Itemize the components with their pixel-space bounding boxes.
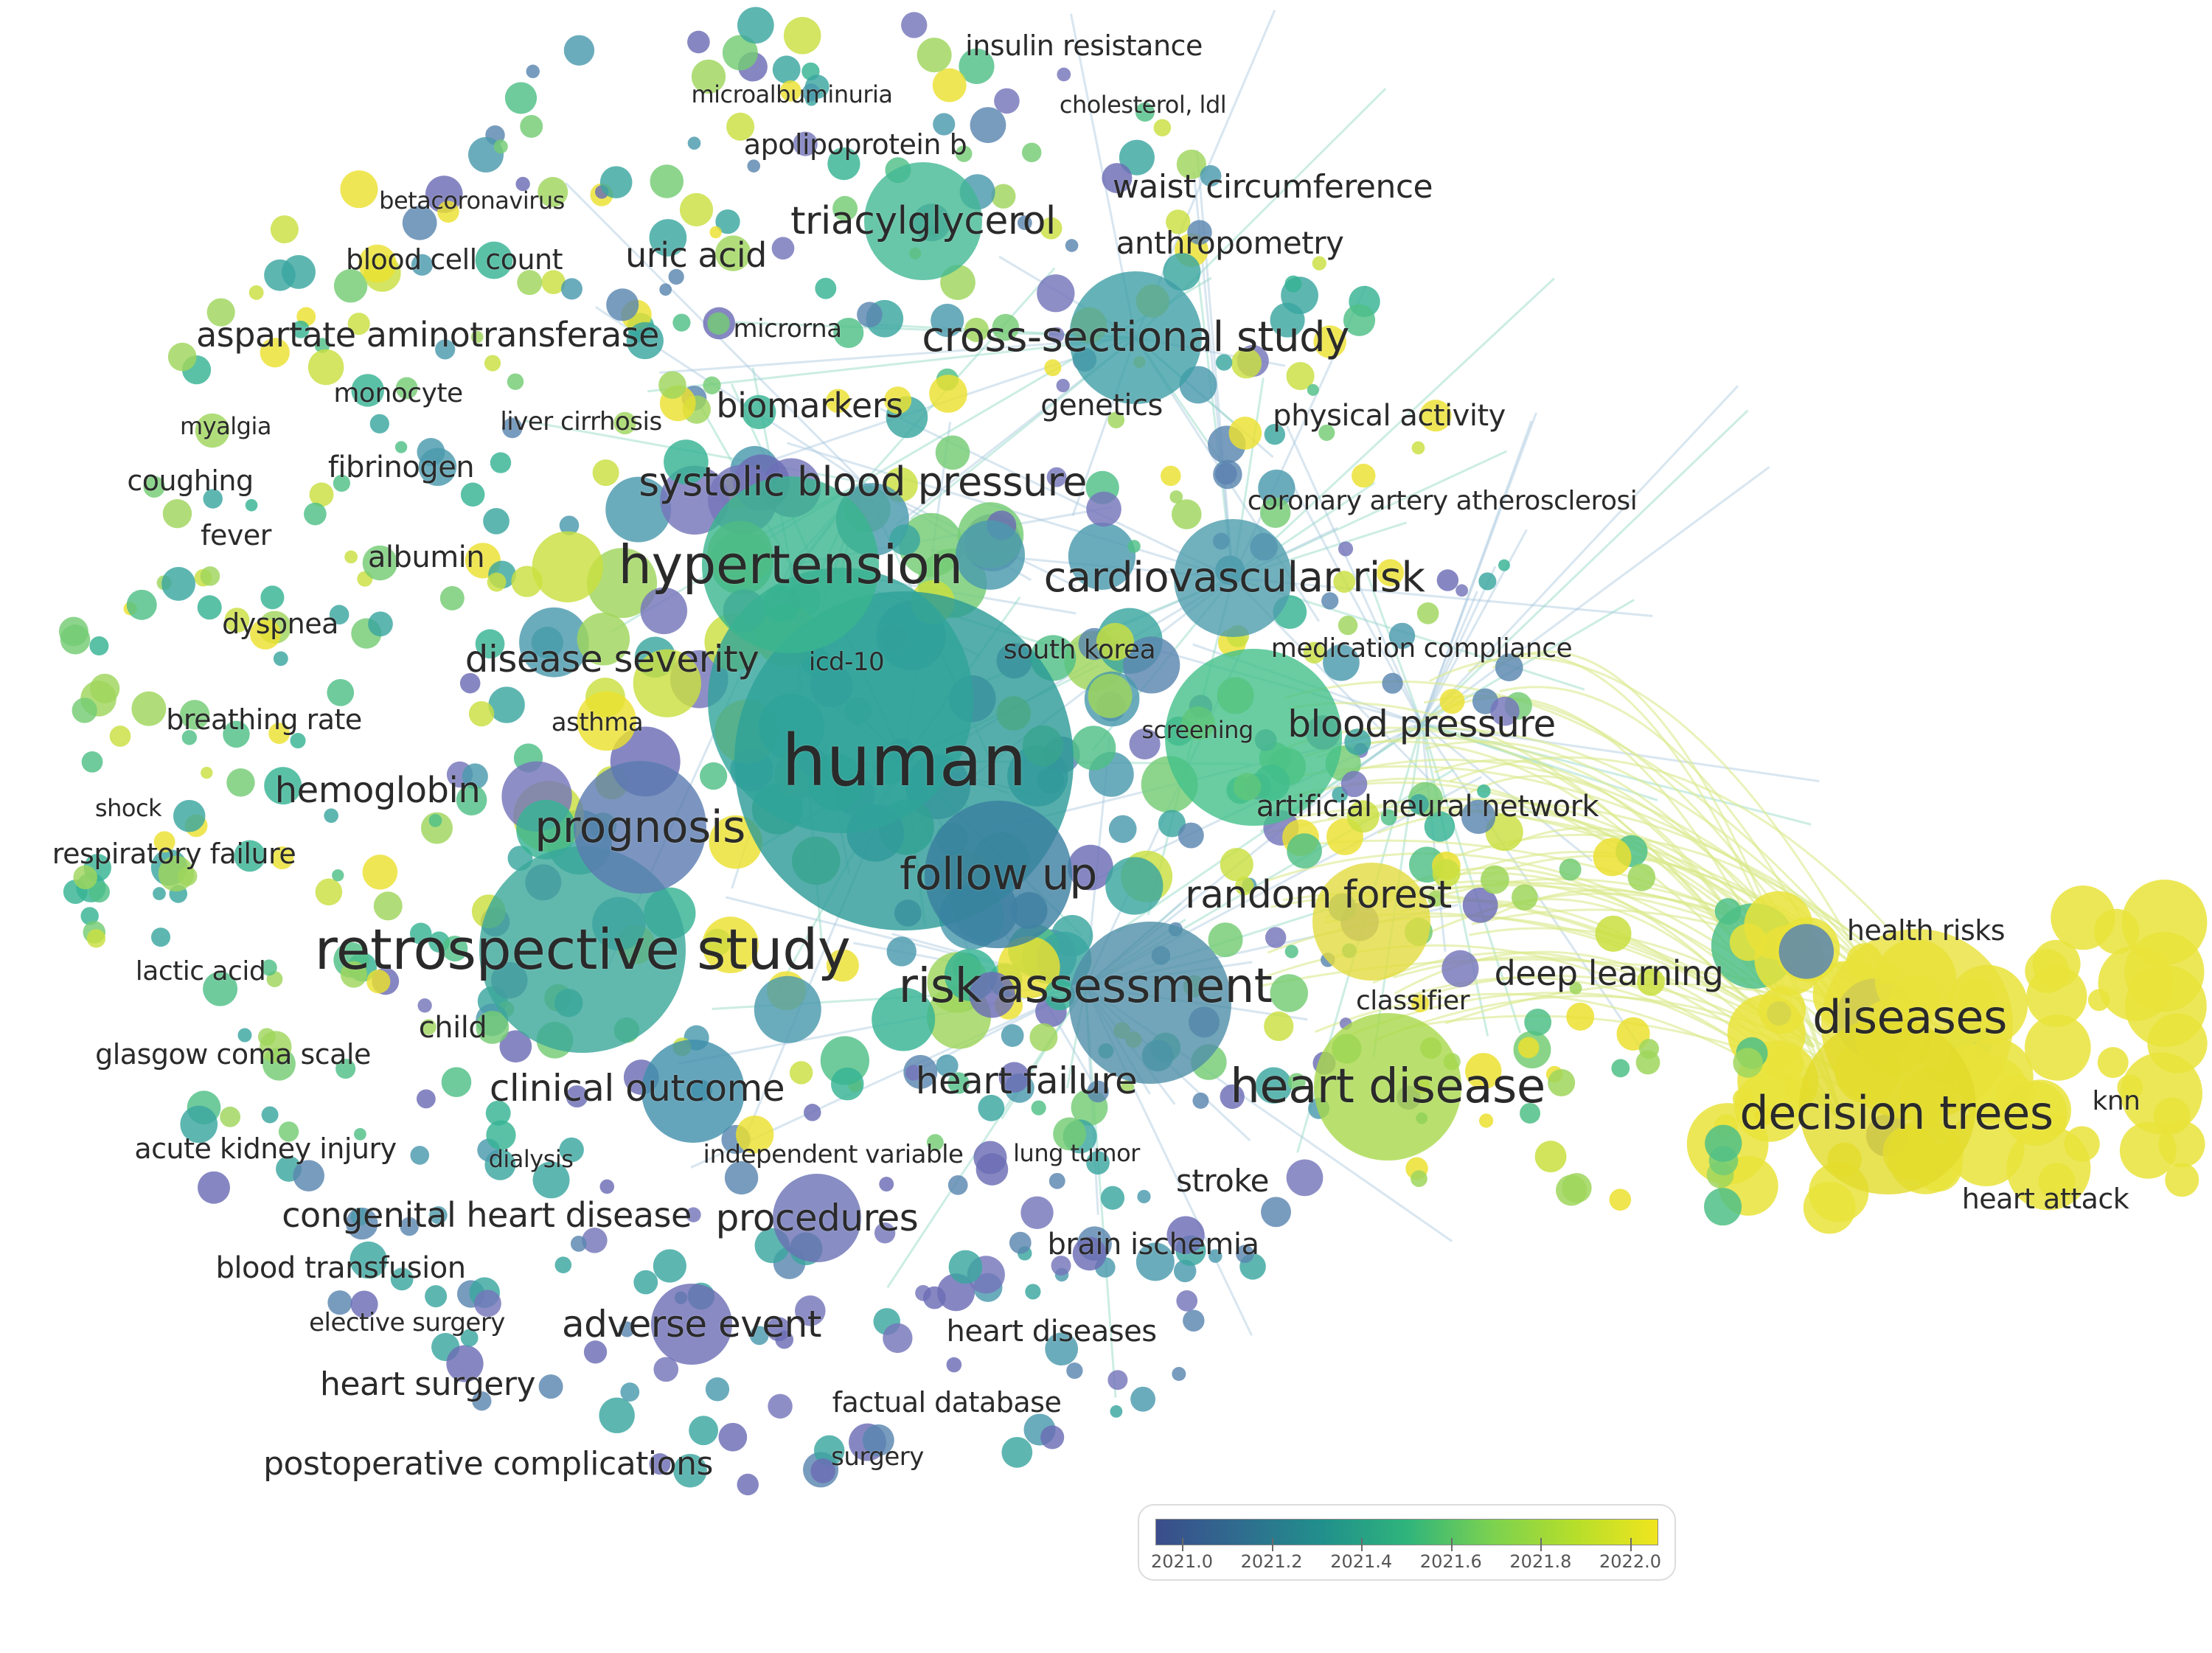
node-label-postoperative-complications[interactable]: postoperative complications [263,1445,713,1483]
node-label-icd-10[interactable]: icd-10 [808,647,885,677]
node-label-heart-diseases[interactable]: heart diseases [946,1315,1157,1348]
node-label-liver-cirrhosis[interactable]: liver cirrhosis [500,407,662,436]
node-label-south-korea[interactable]: south korea [1003,635,1156,665]
color-scale-tick [1450,1538,1453,1551]
color-scale-tick [1182,1538,1183,1551]
node-label-risk-assessment[interactable]: risk assessment [898,959,1273,1014]
node-label-breathing-rate[interactable]: breathing rate [166,703,362,736]
node-label-dialysis[interactable]: dialysis [488,1145,574,1173]
node-label-deep-learning[interactable]: deep learning [1494,953,1724,993]
node-label-knn[interactable]: knn [2092,1086,2140,1116]
node-label-procedures[interactable]: procedures [715,1197,919,1239]
node-label-respiratory-failure[interactable]: respiratory failure [52,838,296,870]
node-label-acute-kidney-injury[interactable]: acute kidney injury [134,1132,397,1165]
node-label-microrna[interactable]: microrna [733,314,842,344]
node-label-follow-up[interactable]: follow up [900,849,1097,900]
node-label-blood-pressure[interactable]: blood pressure [1287,703,1556,745]
node-label-coughing[interactable]: coughing [127,464,254,497]
node-label-random-forest[interactable]: random forest [1185,873,1452,917]
node-label-shock[interactable]: shock [94,794,162,822]
node-label-fibrinogen[interactable]: fibrinogen [327,450,475,484]
color-scale-legend: 2021.0 2021.2 2021.4 2021.6 2021.8 2022.0 [1138,1504,1676,1581]
node-label-systolic-blood-pressure[interactable]: systolic blood pressure [639,459,1087,505]
color-scale-gradient-bar [1155,1519,1658,1545]
node-label-stroke[interactable]: stroke [1175,1163,1270,1199]
node-label-decision-trees[interactable]: decision trees [1739,1086,2053,1140]
node-label-heart-failure[interactable]: heart failure [915,1059,1138,1102]
node-label-independent-variable[interactable]: independent variable [703,1140,964,1169]
node-label-physical-activity[interactable]: physical activity [1273,399,1506,433]
node-label-surgery[interactable]: surgery [831,1442,924,1472]
node-label-hypertension[interactable]: hypertension [618,534,963,596]
node-label-brain-ischemia[interactable]: brain ischemia [1047,1228,1259,1262]
node-label-glasgow-coma-scale[interactable]: glasgow coma scale [95,1038,371,1071]
node-label-cross-sectional-study[interactable]: cross-sectional study [922,313,1349,361]
color-scale-tick-label: 2022.0 [1599,1551,1661,1572]
node-label-myalgia[interactable]: myalgia [180,412,271,440]
node-label-screening[interactable]: screening [1141,716,1253,744]
color-scale-tick-label: 2021.4 [1330,1551,1393,1572]
node-label-microalbuminuria[interactable]: microalbuminuria [691,80,893,108]
network-major-node-bubbles [479,162,2013,1365]
node-label-elective-surgery[interactable]: elective surgery [309,1308,505,1337]
node-label-heart-surgery[interactable]: heart surgery [319,1365,536,1403]
node-label-adverse-event[interactable]: adverse event [562,1303,821,1346]
node-label-albumin[interactable]: albumin [367,540,485,574]
node-label-child[interactable]: child [418,1011,487,1045]
node-label-heart-disease[interactable]: heart disease [1230,1059,1545,1114]
node-label-blood-cell-count[interactable]: blood cell count [345,243,563,276]
node-label-heart-attack[interactable]: heart attack [1961,1183,2129,1215]
node-label-fever[interactable]: fever [201,519,271,551]
node-label-hemoglobin[interactable]: hemoglobin [274,770,481,811]
node-label-classifier[interactable]: classifier [1356,986,1470,1016]
node-label-apolipoprotein-b[interactable]: apolipoprotein b [743,128,967,161]
node-label-cardiovascular-risk[interactable]: cardiovascular risk [1043,554,1425,602]
node-label-betacoronavirus[interactable]: betacoronavirus [379,187,565,215]
color-scale-tick-label: 2021.6 [1419,1551,1482,1572]
node-label-blood-transfusion[interactable]: blood transfusion [215,1251,466,1285]
color-scale-tick [1361,1538,1363,1551]
node-label-congenital-heart-disease[interactable]: congenital heart disease [282,1195,692,1235]
color-scale-tick-label: 2021.8 [1509,1551,1572,1572]
node-label-cholesterol-ldl[interactable]: cholesterol, ldl [1059,91,1227,119]
color-scale-tick [1271,1538,1273,1551]
node-label-biomarkers[interactable]: biomarkers [716,386,903,425]
node-label-asthma[interactable]: asthma [551,708,644,737]
node-label-dyspnea[interactable]: dyspnea [222,608,338,640]
node-label-health-risks[interactable]: health risks [1846,914,2006,947]
node-label-coronary-artery-atherosclerosi[interactable]: coronary artery atherosclerosi [1247,486,1638,516]
node-label-clinical-outcome[interactable]: clinical outcome [489,1067,785,1110]
node-label-triacylglycerol[interactable]: triacylglycerol [790,199,1056,243]
node-label-artificial-neural-network[interactable]: artificial neural network [1256,790,1599,824]
color-scale-tick [1630,1538,1632,1551]
node-label-uric-acid[interactable]: uric acid [625,235,767,275]
node-label-prognosis[interactable]: prognosis [535,801,745,853]
node-label-genetics[interactable]: genetics [1040,389,1163,422]
node-label-medication-compliance[interactable]: medication compliance [1270,633,1573,664]
node-label-insulin-resistance[interactable]: insulin resistance [965,29,1203,62]
node-label-monocyte[interactable]: monocyte [333,378,463,408]
color-scale-tick [1540,1538,1543,1551]
node-label-retrospective-study[interactable]: retrospective study [314,916,851,982]
node-label-anthropometry[interactable]: anthropometry [1116,225,1344,261]
node-label-lactic-acid[interactable]: lactic acid [135,956,266,986]
node-label-factual-database[interactable]: factual database [832,1386,1062,1419]
node-label-waist-circumference[interactable]: waist circumference [1112,168,1433,206]
node-label-lung-tumor[interactable]: lung tumor [1013,1139,1140,1167]
color-scale-tick-label: 2021.2 [1240,1551,1303,1572]
node-label-human[interactable]: human [781,720,1027,802]
color-scale-tick-label: 2021.0 [1151,1551,1213,1572]
node-label-disease-severity[interactable]: disease severity [465,638,759,681]
node-label-aspartate-aminotransferase[interactable]: aspartate aminotransferase [196,315,659,355]
node-label-diseases[interactable]: diseases [1812,990,2007,1044]
